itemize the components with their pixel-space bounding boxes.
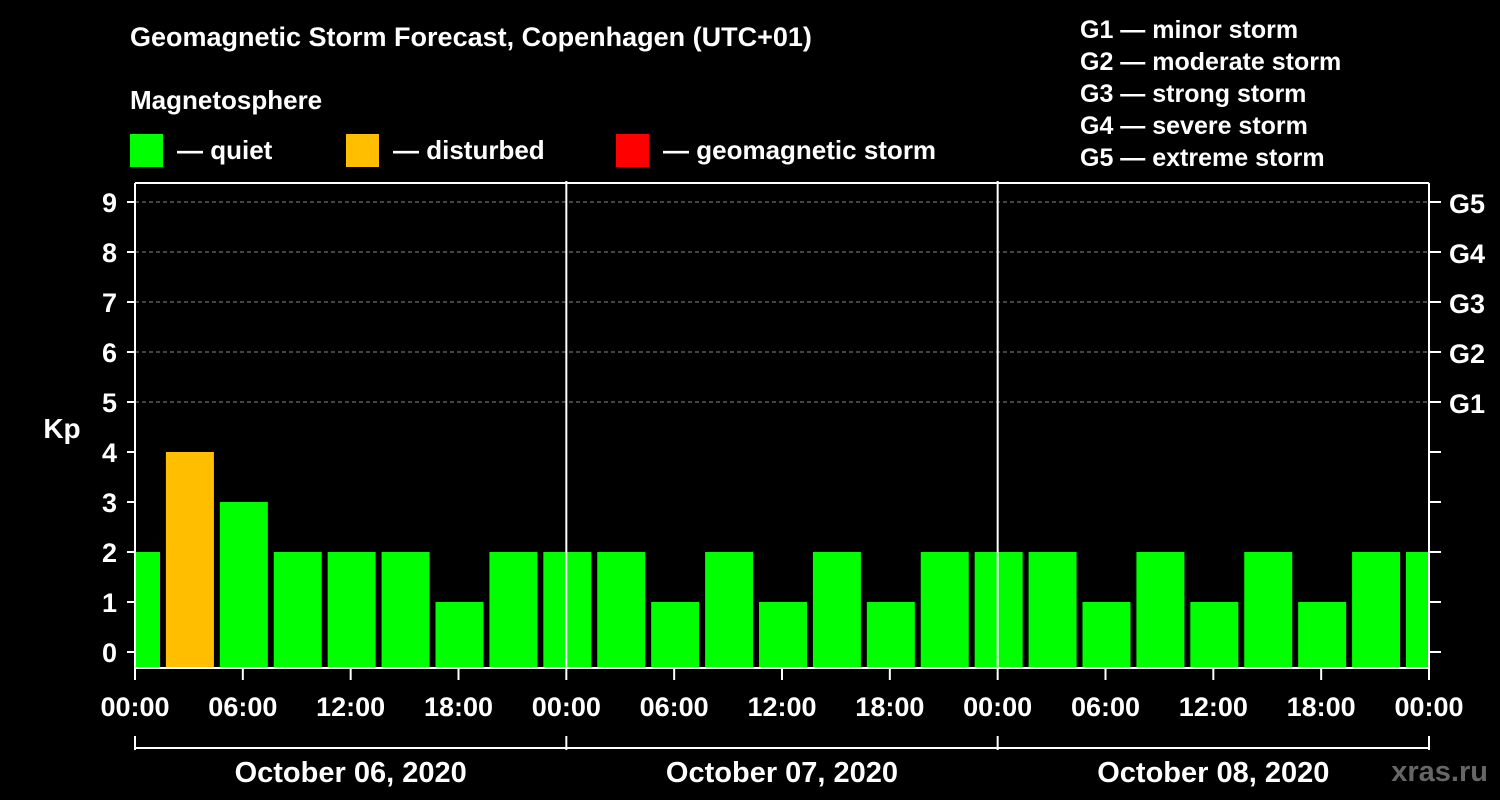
day-label: October 07, 2020 (666, 757, 898, 789)
storm-level-label: G2 (1449, 339, 1485, 369)
kp-bar (759, 602, 807, 668)
x-tick-label: 18:00 (855, 692, 924, 722)
y-tick-label: 6 (102, 338, 117, 368)
legend-label-disturbed: — disturbed (393, 134, 545, 165)
kp-bar (135, 552, 160, 668)
x-tick-label: 00:00 (532, 692, 601, 722)
legend-quiet: — quiet (130, 133, 272, 167)
x-tick-label: 06:00 (208, 692, 277, 722)
y-tick-label: 1 (102, 588, 117, 618)
kp-bar (219, 502, 268, 668)
kp-bar (165, 452, 214, 668)
y-tick-label: 7 (102, 288, 117, 318)
storm-scale-item: G1 — minor storm (1080, 16, 1299, 44)
y-tick-label: 3 (102, 488, 117, 518)
legend-label-storm: — geomagnetic storm (663, 134, 937, 165)
chart-subtitle: Magnetosphere (130, 85, 323, 115)
kp-bar (705, 552, 754, 668)
legend-swatch-storm (616, 133, 649, 167)
bars-group (135, 452, 1429, 668)
day-label: October 06, 2020 (235, 757, 467, 789)
x-tick-label: 00:00 (100, 692, 169, 722)
y-axis-label: Kp (43, 413, 80, 444)
x-tick-label: 06:00 (1071, 692, 1140, 722)
storm-level-label: G3 (1449, 289, 1485, 319)
day-label: October 08, 2020 (1097, 757, 1329, 789)
legend-swatch-disturbed (346, 133, 379, 167)
kp-bar (1082, 602, 1131, 668)
x-tick-label: 06:00 (640, 692, 709, 722)
legend-disturbed: — disturbed (346, 133, 545, 167)
kp-bar (866, 602, 915, 668)
kp-bar (651, 602, 700, 668)
kp-bar (1136, 552, 1185, 668)
x-tick-label: 18:00 (424, 692, 493, 722)
kp-bar (1244, 552, 1293, 668)
storm-scale-item: G3 — strong storm (1080, 80, 1307, 108)
kp-bar (597, 552, 646, 668)
kp-bar (1352, 552, 1401, 668)
kp-bar (920, 552, 969, 668)
storm-level-label: G4 (1449, 239, 1485, 269)
chart-title: Geomagnetic Storm Forecast, Copenhagen (… (130, 22, 812, 52)
kp-bar (1190, 602, 1239, 668)
y-tick-label: 2 (102, 538, 117, 568)
storm-level-label: G1 (1449, 389, 1485, 419)
y-tick-label: 9 (102, 188, 117, 218)
kp-bar (1028, 552, 1077, 668)
kp-bar (327, 552, 376, 668)
y-tick-label: 8 (102, 238, 117, 268)
legend-storm: — geomagnetic storm (616, 133, 936, 167)
y-tick-label: 0 (102, 638, 117, 668)
storm-scale-item: G2 — moderate storm (1080, 48, 1342, 76)
storm-scale-list: G1 — minor storm G2 — moderate storm G3 … (1080, 14, 1341, 174)
x-tick-label: 18:00 (1287, 692, 1356, 722)
x-tick-label: 12:00 (1179, 692, 1248, 722)
legend-swatch-quiet (130, 133, 163, 167)
storm-scale-item: G5 — extreme storm (1080, 144, 1325, 172)
x-tick-label: 00:00 (963, 692, 1032, 722)
x-tick-label: 12:00 (747, 692, 816, 722)
x-tick-label: 00:00 (1394, 692, 1463, 722)
storm-scale-item: G4 — severe storm (1080, 112, 1308, 140)
watermark: xras.ru (1391, 756, 1488, 788)
y-tick-label: 4 (102, 438, 117, 468)
kp-bar (1298, 602, 1347, 668)
kp-bar (1406, 552, 1429, 668)
x-tick-label: 12:00 (316, 692, 385, 722)
kp-bar (381, 552, 430, 668)
y-tick-label: 5 (102, 388, 117, 418)
kp-bar (273, 552, 322, 668)
kp-bar (489, 552, 538, 668)
kp-bar (435, 602, 484, 668)
legend-label-quiet: — quiet (177, 134, 273, 165)
kp-bar (812, 552, 861, 668)
storm-level-label: G5 (1449, 189, 1485, 219)
